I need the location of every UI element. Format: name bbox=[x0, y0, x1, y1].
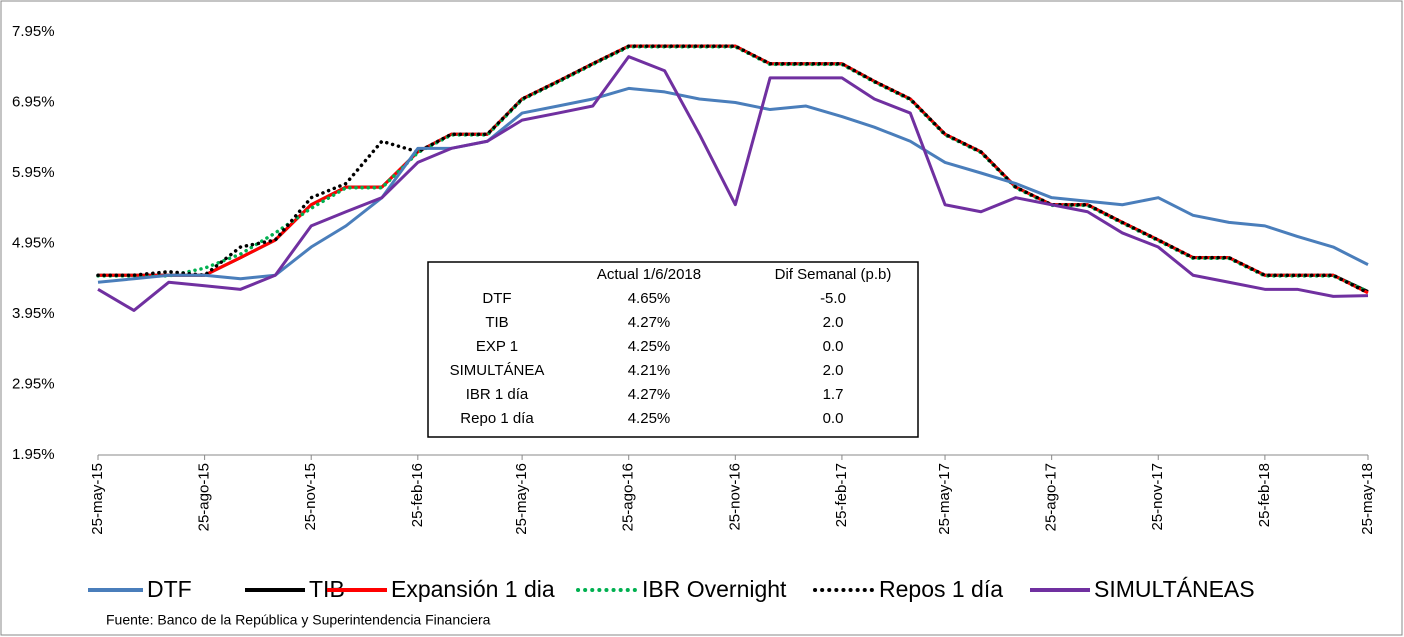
series-line bbox=[96, 45, 1370, 294]
x-tick-label: 25-may-15 bbox=[89, 463, 106, 535]
y-tick-label: 2.95% bbox=[12, 375, 55, 392]
table-cell: 4.27% bbox=[628, 386, 671, 403]
table-row-label: TIB bbox=[485, 314, 508, 331]
y-tick-label: 1.95% bbox=[12, 446, 55, 463]
series-line bbox=[97, 55, 1369, 312]
x-tick-label: 25-may-16 bbox=[513, 463, 530, 535]
x-tick-label: 25-nov-17 bbox=[1149, 463, 1166, 531]
table-row-label: DTF bbox=[482, 290, 511, 307]
x-tick-label: 25-ago-15 bbox=[196, 463, 213, 531]
series-line bbox=[98, 44, 1369, 295]
table-row-label: Repo 1 día bbox=[460, 410, 534, 427]
table-cell: 2.0 bbox=[823, 362, 844, 379]
x-tick-label: 25-feb-16 bbox=[409, 463, 426, 527]
x-tick-label: 25-feb-18 bbox=[1256, 463, 1273, 527]
x-tick-label: 25-ago-16 bbox=[620, 463, 637, 531]
table-cell: 1.7 bbox=[823, 386, 844, 403]
table-cell: 0.0 bbox=[823, 410, 844, 427]
table-cell: 4.21% bbox=[628, 362, 671, 379]
x-tick-label: 25-nov-15 bbox=[302, 463, 319, 531]
source-note: Fuente: Banco de la República y Superint… bbox=[106, 612, 491, 628]
table-cell: 4.65% bbox=[628, 290, 671, 307]
y-tick-label: 7.95% bbox=[12, 23, 55, 40]
legend-label: DTF bbox=[147, 576, 192, 602]
table-header: Dif Semanal (p.b) bbox=[775, 266, 892, 283]
x-tick-label: 25-nov-16 bbox=[726, 463, 743, 531]
table-box bbox=[427, 261, 919, 438]
table-cell: -5.0 bbox=[820, 290, 846, 307]
legend-label: Repos 1 día bbox=[879, 576, 1003, 602]
table-header: Actual 1/6/2018 bbox=[597, 266, 701, 283]
x-tick-label: 25-feb-17 bbox=[833, 463, 850, 527]
series-line bbox=[97, 86, 1369, 284]
table-cell: 2.0 bbox=[823, 314, 844, 331]
y-tick-label: 5.95% bbox=[12, 164, 55, 181]
table-cell: 0.0 bbox=[823, 338, 844, 355]
table-cell: 4.25% bbox=[628, 410, 671, 427]
legend-label: Expansión 1 dia bbox=[391, 576, 555, 602]
legend-label: SIMULTÁNEAS bbox=[1094, 576, 1255, 602]
x-tick-label: 25-may-18 bbox=[1359, 463, 1376, 535]
table-row-label: SIMULTÁNEA bbox=[450, 362, 545, 379]
legend-label: IBR Overnight bbox=[642, 576, 787, 602]
y-tick-label: 6.95% bbox=[12, 93, 55, 110]
y-tick-label: 3.95% bbox=[12, 305, 55, 322]
table-cell: 4.27% bbox=[628, 314, 671, 331]
x-tick-label: 25-may-17 bbox=[936, 463, 953, 535]
series-line bbox=[96, 44, 1370, 295]
x-tick-label: 25-ago-17 bbox=[1043, 463, 1060, 531]
table-row-label: IBR 1 día bbox=[466, 386, 529, 403]
table-row-label: EXP 1 bbox=[476, 338, 518, 355]
table-cell: 4.25% bbox=[628, 338, 671, 355]
y-tick-label: 4.95% bbox=[12, 234, 55, 251]
